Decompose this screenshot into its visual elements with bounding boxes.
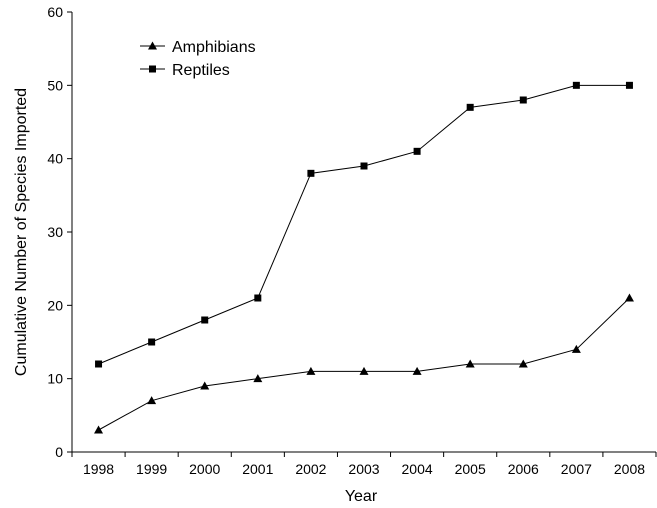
series-amphibians <box>94 293 634 434</box>
data-point-amphibians-2001 <box>253 374 263 383</box>
x-tick-label: 1999 <box>136 461 167 477</box>
data-point-reptiles-2006 <box>519 96 527 104</box>
data-point-reptiles-2002 <box>307 169 315 177</box>
x-tick-label: 2008 <box>614 461 645 477</box>
y-tick-label: 0 <box>55 444 63 460</box>
legend-marker-triangle <box>148 41 157 50</box>
legend-item-amphibians: Amphibians <box>140 39 256 56</box>
x-tick-label: 2006 <box>508 461 539 477</box>
y-tick-label: 60 <box>47 4 63 20</box>
y-tick-label: 10 <box>47 371 63 387</box>
legend-label-reptiles: Reptiles <box>172 62 230 79</box>
y-tick-label: 50 <box>47 77 63 93</box>
data-point-amphibians-2008 <box>624 293 634 302</box>
legend-item-reptiles: Reptiles <box>140 62 230 79</box>
legend-marker-square <box>149 65 156 73</box>
data-point-reptiles-2000 <box>201 316 209 324</box>
x-tick-label: 2007 <box>561 461 592 477</box>
series-line-amphibians <box>98 297 630 431</box>
data-point-amphibians-2004 <box>412 366 422 375</box>
y-tick-label: 20 <box>47 297 63 313</box>
x-tick-label: 2000 <box>189 461 220 477</box>
data-point-amphibians-1998 <box>94 425 104 434</box>
data-point-amphibians-2002 <box>306 366 316 375</box>
y-tick-label: 40 <box>47 151 63 167</box>
data-point-reptiles-2008 <box>625 81 633 89</box>
data-point-amphibians-2007 <box>571 344 581 353</box>
data-point-reptiles-2007 <box>572 81 580 89</box>
legend-label-amphibians: Amphibians <box>172 39 256 56</box>
series-line-reptiles <box>98 84 630 365</box>
y-axis-title: Cumulative Number of Species Imported <box>13 88 30 376</box>
x-tick-label: 2001 <box>242 461 273 477</box>
x-tick-label: 2005 <box>455 461 486 477</box>
legend: Amphibians Reptiles <box>140 39 256 79</box>
data-point-amphibians-1999 <box>147 396 157 405</box>
x-axis-ticks: 1998 1999 2000 2001 2002 2003 2004 2005 2006 2007… <box>71 452 657 477</box>
x-tick-label: 2002 <box>295 461 326 477</box>
data-point-reptiles-1998 <box>95 360 103 368</box>
data-point-reptiles-2001 <box>254 294 262 302</box>
y-tick-label: 30 <box>47 224 63 240</box>
y-axis-ticks: 0 10 20 30 40 50 60 <box>47 4 72 460</box>
x-tick-label: 1998 <box>83 461 114 477</box>
x-tick-label: 2003 <box>348 461 379 477</box>
data-point-reptiles-2003 <box>360 162 368 170</box>
x-tick-label: 2004 <box>402 461 433 477</box>
series-reptiles <box>95 81 633 368</box>
data-point-amphibians-2000 <box>200 381 210 390</box>
axes <box>71 12 656 453</box>
data-point-amphibians-2005 <box>465 359 475 368</box>
data-point-reptiles-2005 <box>466 103 474 111</box>
data-point-reptiles-2004 <box>413 147 421 155</box>
x-axis-title: Year <box>345 488 378 505</box>
data-point-amphibians-2003 <box>359 366 369 375</box>
data-point-amphibians-2006 <box>518 359 528 368</box>
data-point-reptiles-1999 <box>148 338 156 346</box>
series-layer <box>94 81 634 434</box>
